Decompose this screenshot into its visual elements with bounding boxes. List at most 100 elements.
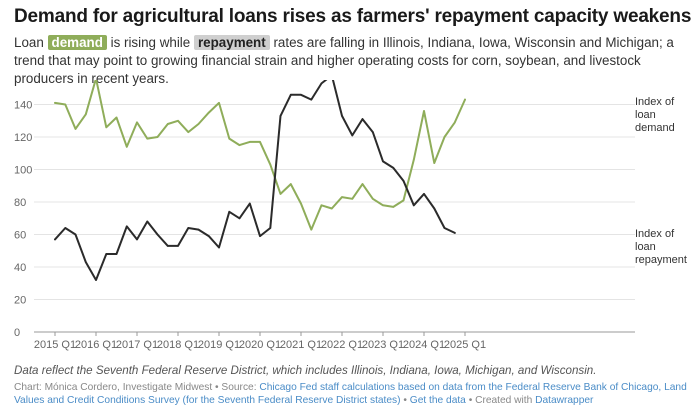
data-point: [402, 199, 405, 202]
x-tick-label: 2025 Q1: [444, 339, 486, 351]
subtitle-text-end: rates are falling in Illinois, Indiana, …: [14, 35, 674, 86]
data-point: [177, 245, 179, 247]
data-point: [310, 228, 313, 231]
data-point: [392, 206, 395, 208]
data-point: [146, 220, 149, 223]
x-tick-label: 2015 Q1: [34, 339, 76, 351]
data-point: [361, 183, 364, 185]
data-point: [156, 233, 159, 236]
data-point: [126, 225, 128, 228]
series-label-line: loan: [635, 109, 656, 121]
data-point: [464, 98, 466, 101]
x-tick-label: 2023 Q1: [362, 339, 404, 351]
data-point: [74, 128, 77, 130]
data-point: [228, 211, 231, 213]
data-point: [259, 141, 261, 143]
data-point: [341, 115, 343, 117]
demand-series-label: Index of loan demand: [635, 96, 675, 134]
data-point: [392, 167, 395, 169]
y-tick-label: 20: [14, 295, 26, 307]
data-point: [208, 111, 210, 114]
separator: •: [212, 382, 222, 393]
data-point: [187, 131, 190, 133]
data-point: [372, 131, 374, 133]
data-point: [197, 123, 200, 125]
subtitle-text-middle: is rising while: [110, 35, 191, 50]
data-point: [279, 193, 282, 195]
data-point: [208, 235, 210, 237]
data-point: [105, 253, 108, 255]
y-tick-label: 140: [14, 100, 32, 112]
x-tick-label: 2016 Q1: [75, 339, 117, 351]
data-point: [167, 123, 169, 125]
data-point: [126, 146, 128, 148]
data-point: [249, 202, 251, 205]
data-point: [382, 204, 384, 207]
chart-title: Demand for agricultural loans rises as f…: [14, 6, 692, 27]
y-tick-label: 80: [14, 197, 26, 209]
data-point: [361, 118, 364, 120]
datawrapper-link[interactable]: Datawrapper: [535, 395, 594, 406]
data-point: [136, 121, 138, 124]
data-point: [95, 279, 97, 281]
data-point: [177, 120, 179, 122]
get-data-link[interactable]: Get the data: [409, 395, 466, 406]
data-point: [115, 253, 118, 255]
source-link[interactable]: Chicago Fed staff calculations based on …: [14, 382, 687, 406]
repayment-series-label: Index of loan repayment: [635, 228, 687, 266]
data-point: [228, 137, 231, 140]
series-label-line: repayment: [635, 254, 687, 266]
data-point: [300, 94, 302, 96]
data-point: [167, 245, 169, 247]
y-tick-label: 60: [14, 230, 26, 242]
data-point: [413, 159, 415, 161]
data-point: [331, 207, 333, 210]
chart-notes: Data reflect the Seventh Federal Reserve…: [14, 364, 597, 377]
data-point: [54, 238, 56, 241]
data-point: [64, 103, 67, 106]
data-point: [290, 183, 292, 185]
data-point: [320, 204, 323, 207]
data-point: [197, 228, 200, 231]
x-tick-label: 2017 Q1: [116, 339, 158, 351]
data-point: [433, 207, 436, 210]
data-point: [54, 102, 56, 104]
data-point: [74, 233, 77, 236]
data-point: [218, 102, 220, 104]
demand-line: [54, 80, 466, 231]
data-point: [146, 137, 149, 140]
data-point: [218, 246, 220, 249]
series-label-line: loan: [635, 241, 656, 253]
data-point: [238, 144, 241, 146]
data-point: [290, 94, 292, 96]
data-point: [156, 136, 159, 138]
data-point: [136, 238, 138, 241]
data-point: [454, 232, 456, 234]
x-tick-label: 2018 Q1: [157, 339, 199, 351]
y-tick-label: 0: [14, 327, 20, 339]
chart-footer: Chart: Mónica Cordero, Investigate Midwe…: [14, 381, 690, 407]
series-label-line: Index of: [635, 228, 675, 240]
data-point: [259, 235, 261, 237]
demand-highlight: demand: [47, 35, 107, 50]
data-point: [105, 126, 108, 129]
y-tick-label: 120: [14, 132, 32, 144]
chart-subtitle: Loan demand is rising while repayment ra…: [14, 34, 690, 88]
repayment-line: [54, 80, 456, 281]
y-tick-label: 100: [14, 165, 32, 177]
data-point: [433, 162, 436, 164]
series-lines: [54, 80, 466, 281]
x-tick-label: 2022 Q1: [321, 339, 363, 351]
created-with-text: Created with: [475, 395, 536, 406]
y-axis: 0 20 40 60 80 100 120 140: [14, 100, 32, 340]
data-point: [300, 202, 302, 205]
subtitle-text-start: Loan: [14, 35, 44, 50]
data-point: [249, 141, 251, 143]
data-point: [423, 110, 425, 112]
data-point: [269, 163, 272, 166]
data-point: [402, 180, 405, 182]
data-point: [310, 98, 313, 101]
